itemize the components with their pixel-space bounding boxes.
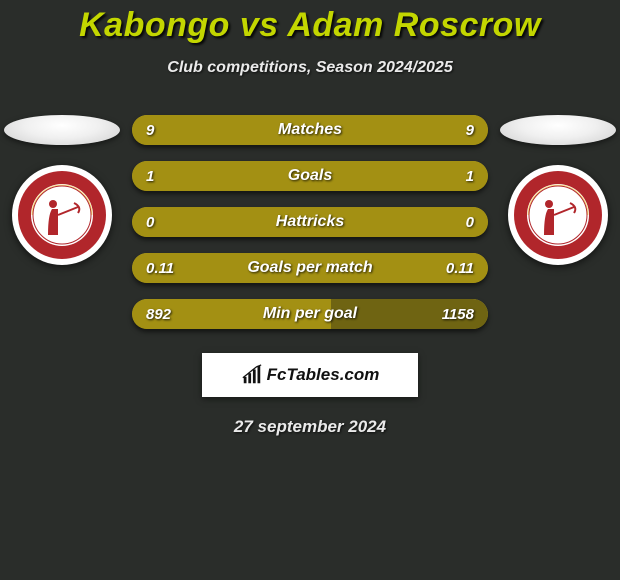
stat-bar: 0.11Goals per match0.11 <box>132 253 488 283</box>
stat-value-left: 1 <box>146 168 186 185</box>
stat-value-left: 0 <box>146 214 186 231</box>
stats-list: 9Matches9 1Goals1 0Hattricks0 0.11Goals per… <box>122 115 498 329</box>
chart-icon <box>241 364 263 386</box>
stat-bar: 892Min per goal1158 <box>132 299 488 329</box>
club-badge-icon <box>508 165 608 265</box>
stat-bar: 0Hattricks0 <box>132 207 488 237</box>
date: 27 september 2024 <box>0 417 620 437</box>
stat-value-right: 0 <box>434 214 474 231</box>
stat-value-right: 0.11 <box>434 260 474 277</box>
comparison-container: 9Matches9 1Goals1 0Hattricks0 0.11Goals per… <box>0 115 620 329</box>
club-badge-icon <box>12 165 112 265</box>
player-right-column <box>498 115 618 265</box>
stat-value-left: 9 <box>146 122 186 139</box>
subtitle: Club competitions, Season 2024/2025 <box>0 59 620 77</box>
stat-value-right: 9 <box>434 122 474 139</box>
stat-value-right: 1 <box>434 168 474 185</box>
player-left-photo-placeholder <box>4 115 120 145</box>
watermark[interactable]: FcTables.com <box>202 353 418 397</box>
page-title: Kabongo vs Adam Roscrow <box>0 0 620 45</box>
stat-value-left: 0.11 <box>146 260 186 277</box>
player-right-club-badge <box>508 165 608 265</box>
stat-bar: 9Matches9 <box>132 115 488 145</box>
player-right-photo-placeholder <box>500 115 616 145</box>
stat-bar: 1Goals1 <box>132 161 488 191</box>
stat-value-right: 1158 <box>434 306 474 323</box>
watermark-text: FcTables.com <box>267 365 380 385</box>
stat-value-left: 892 <box>146 306 186 323</box>
player-left-column <box>2 115 122 265</box>
player-left-club-badge <box>12 165 112 265</box>
